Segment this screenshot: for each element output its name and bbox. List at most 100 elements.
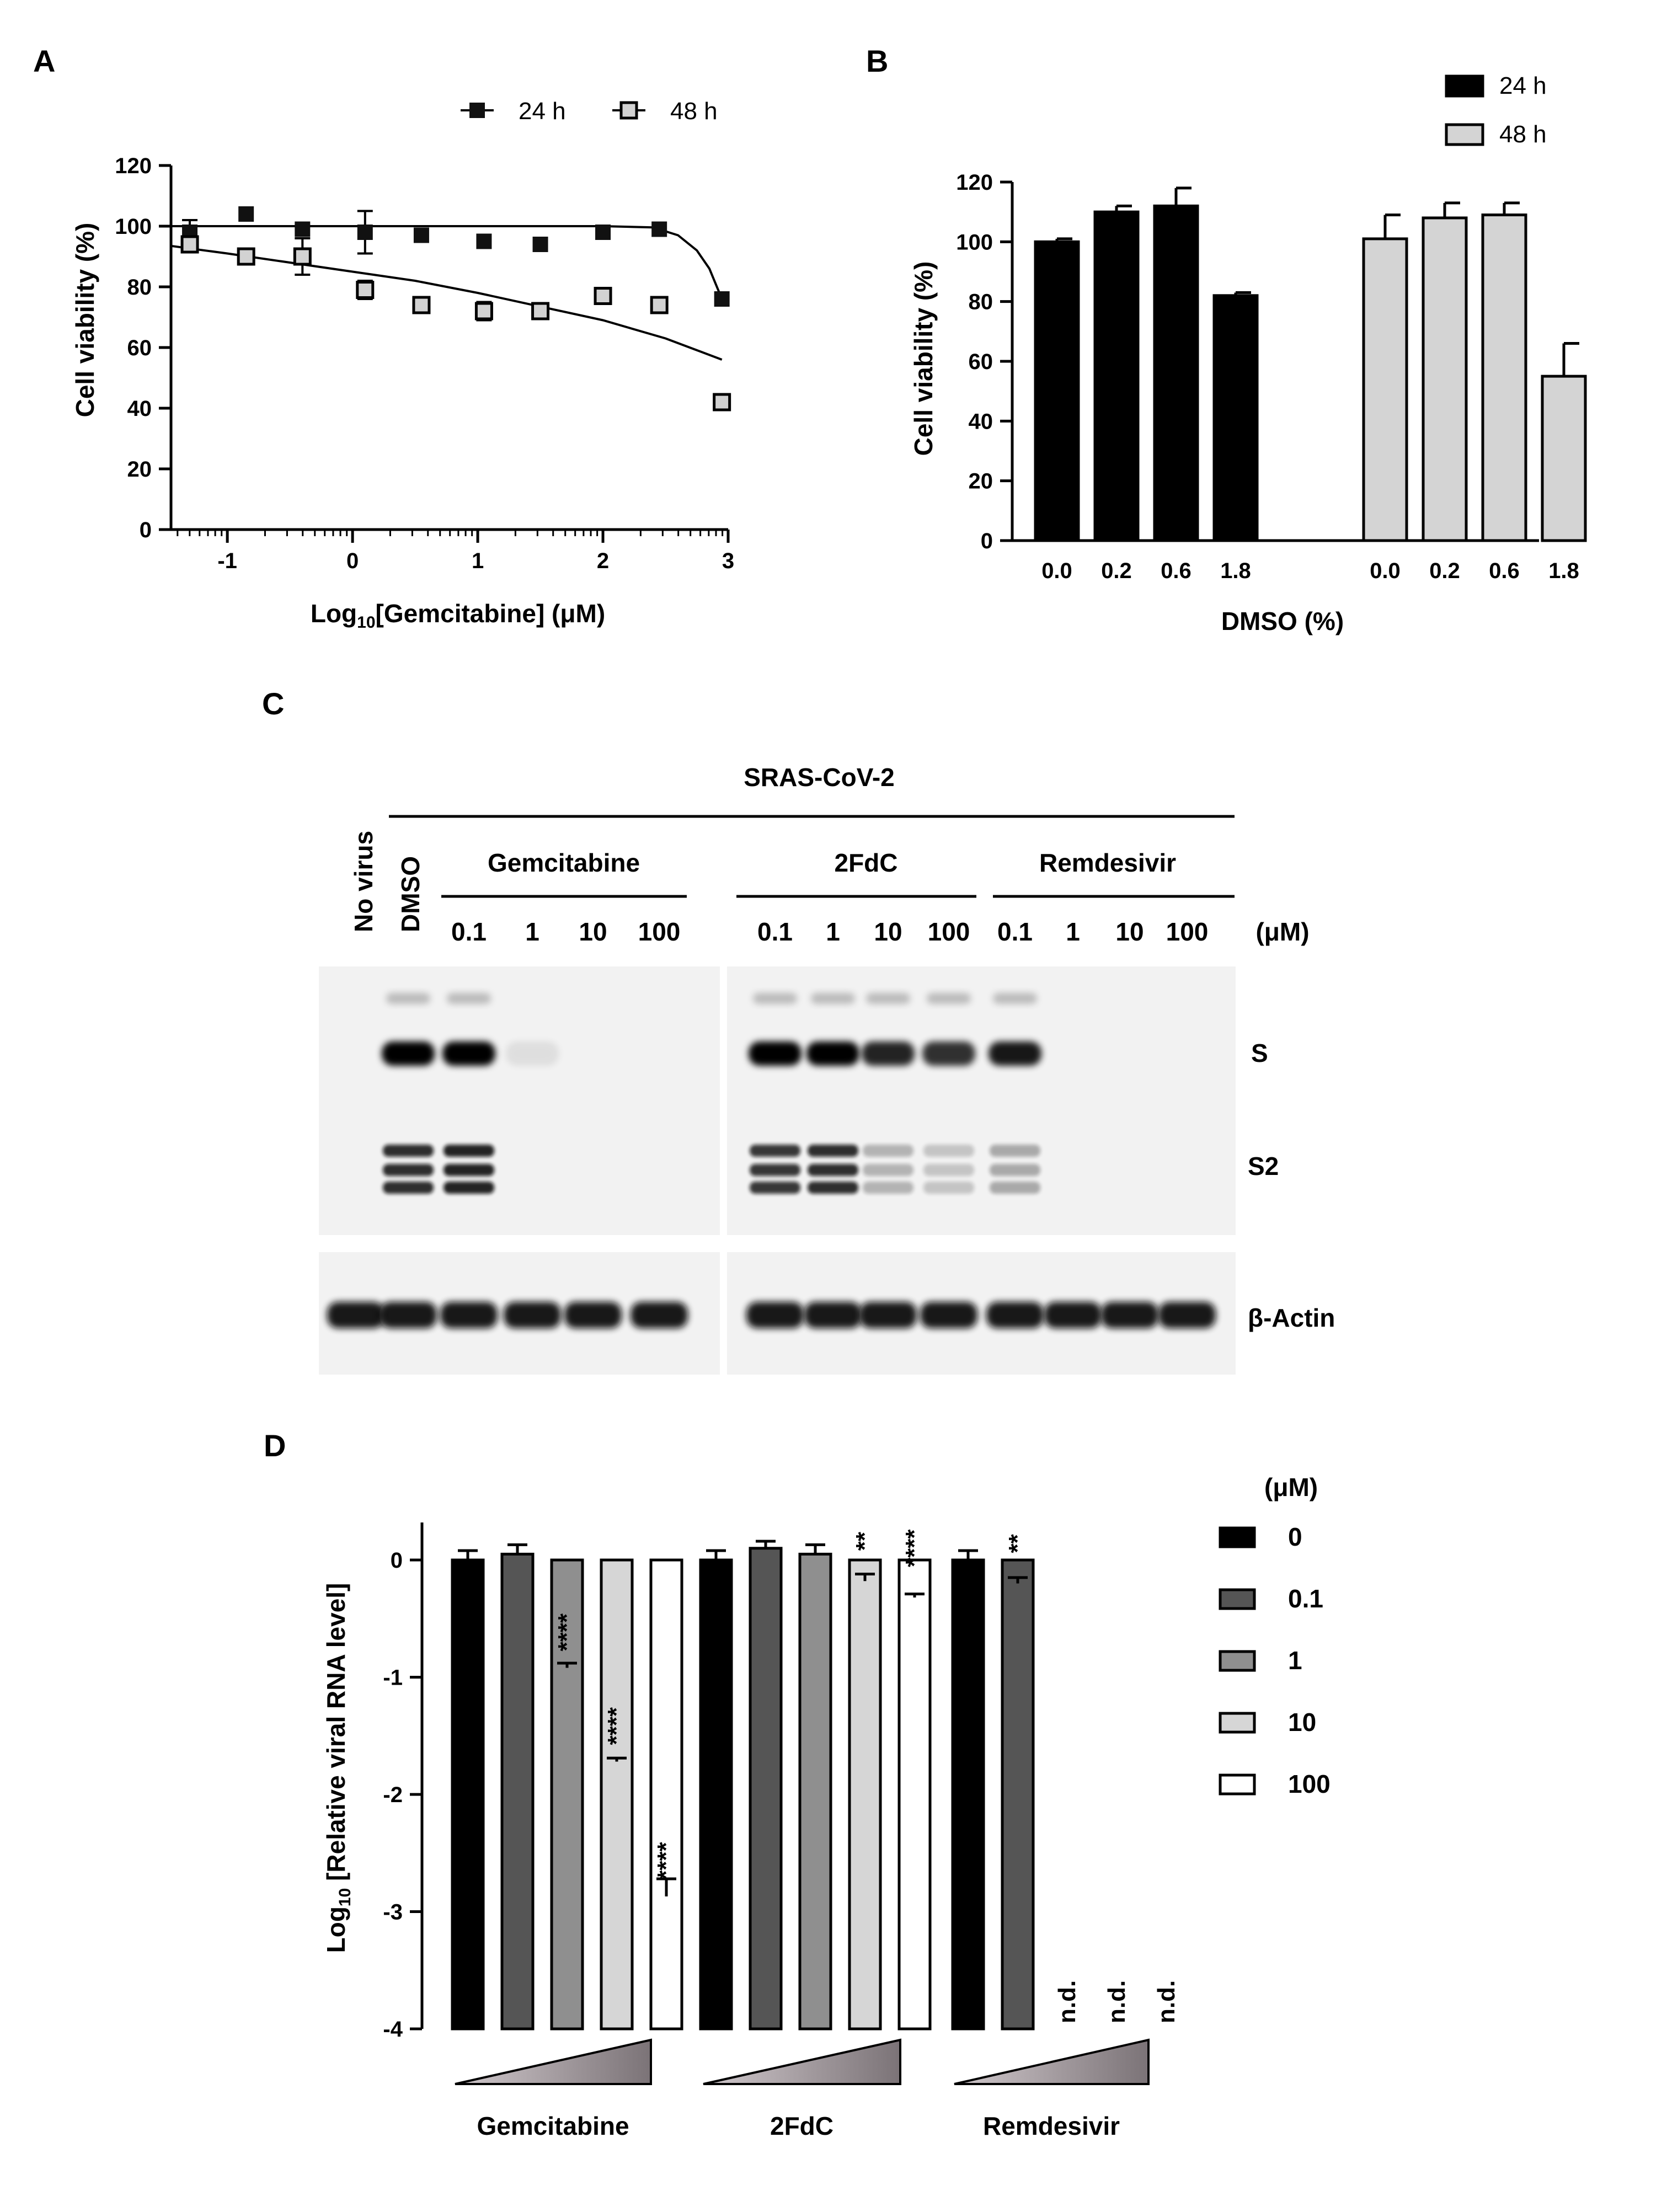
band-s2 bbox=[383, 1164, 434, 1176]
group-label-d: 2FdC bbox=[770, 2112, 834, 2140]
dose-label: 10 bbox=[1115, 917, 1144, 946]
bar-2fdc-10 bbox=[848, 1558, 882, 2031]
dose-label: 1 bbox=[525, 917, 539, 946]
bar-24h bbox=[1153, 204, 1199, 542]
significance-stars: ** bbox=[851, 1531, 878, 1551]
y-tick-label-d: -3 bbox=[383, 1900, 403, 1925]
bar-2fdc-0.1 bbox=[749, 1547, 783, 2031]
dose-label: 0.1 bbox=[451, 917, 487, 946]
data-point-48h bbox=[293, 247, 312, 266]
x-tick-label-b: 0.0 bbox=[1041, 559, 1072, 583]
band-s2 bbox=[808, 1164, 858, 1176]
band-s bbox=[989, 1041, 1041, 1066]
bar-24h bbox=[1034, 240, 1080, 542]
bar-48h bbox=[1362, 237, 1408, 542]
group-label-2fdc: 2FdC bbox=[835, 848, 898, 877]
data-point-24h bbox=[476, 233, 492, 249]
legend-label-b: 48 h bbox=[1499, 121, 1547, 148]
data-point-24h bbox=[238, 206, 254, 222]
significance-stars: **** bbox=[553, 1613, 580, 1651]
blot-bottom bbox=[319, 1252, 1236, 1375]
bar-48h bbox=[1481, 213, 1527, 542]
band-s2 bbox=[863, 1182, 913, 1194]
y-tick-label-a: 100 bbox=[115, 215, 152, 239]
y-tick-label-d: -4 bbox=[383, 2017, 403, 2042]
legend-label-d: 0 bbox=[1288, 1522, 1302, 1551]
y-tick-label-d: 0 bbox=[391, 1548, 403, 1573]
band-s2 bbox=[863, 1164, 913, 1176]
x-tick-label-a: 0 bbox=[346, 549, 359, 573]
not-detected-label: n.d. bbox=[1054, 1980, 1081, 2023]
panel-d: D 0-1-2-3-4 ************** **** **n.d. n.d.… bbox=[264, 1428, 1331, 2140]
dose-ramp bbox=[703, 2038, 901, 2085]
band-s2 bbox=[990, 1182, 1040, 1194]
legend-label-d: 0.1 bbox=[1288, 1584, 1323, 1613]
data-point-24h bbox=[595, 225, 611, 240]
band-actin bbox=[1158, 1302, 1216, 1328]
marks-b bbox=[1034, 186, 1587, 542]
band-s-upper bbox=[927, 993, 971, 1004]
bar-gemcitabine-0.1 bbox=[500, 1552, 535, 2031]
legend-d: (μM) 0 0.1 1 10 100 bbox=[1219, 1473, 1331, 1798]
x-tick-label-b: 0.6 bbox=[1489, 559, 1520, 583]
band-actin bbox=[1101, 1302, 1158, 1328]
y-axis-title-b: Cell viability (%) bbox=[909, 261, 938, 456]
panel-letter-d: D bbox=[264, 1428, 286, 1463]
data-point-48h bbox=[356, 281, 375, 299]
y-tick-label-a: 20 bbox=[127, 457, 152, 482]
legend-swatch-d bbox=[1219, 1526, 1256, 1548]
legend-swatch-d bbox=[1219, 1773, 1256, 1796]
bar-2fdc-1 bbox=[798, 1552, 832, 2031]
band-actin bbox=[986, 1302, 1044, 1328]
band-actin bbox=[804, 1302, 862, 1328]
band-actin bbox=[440, 1302, 498, 1328]
band-s2 bbox=[923, 1145, 974, 1157]
x-tick-label-b: 0.6 bbox=[1161, 559, 1192, 583]
band-label-actin: β-Actin bbox=[1248, 1303, 1335, 1332]
data-point-48h bbox=[180, 235, 199, 254]
x-tick-label-b: 0.2 bbox=[1429, 559, 1460, 583]
data-point-24h bbox=[357, 225, 373, 240]
x-tick-label-a: 1 bbox=[472, 549, 484, 573]
group-label-gemcitabine: Gemcitabine bbox=[488, 848, 640, 877]
blot-membrane-left bbox=[319, 966, 720, 1235]
y-tick-label-b: 80 bbox=[969, 290, 993, 314]
band-s2 bbox=[808, 1182, 858, 1194]
dose-label: 0.1 bbox=[997, 917, 1033, 946]
legend-label-b: 24 h bbox=[1499, 72, 1547, 99]
bar-48h bbox=[1541, 375, 1587, 542]
x-tick-label-b: 1.8 bbox=[1220, 559, 1251, 583]
data-point-48h bbox=[713, 393, 731, 412]
x-tick-label-a: 2 bbox=[597, 549, 609, 573]
dose-label: 1 bbox=[1066, 917, 1080, 946]
band-actin bbox=[380, 1302, 437, 1328]
band-s2 bbox=[383, 1182, 434, 1194]
legend-label-d: 100 bbox=[1288, 1770, 1331, 1798]
band-actin bbox=[1044, 1302, 1102, 1328]
band-s-upper bbox=[993, 993, 1037, 1004]
axes-d: 0 -1 -2 -3 -4 bbox=[383, 1522, 424, 2042]
band-s2 bbox=[750, 1145, 800, 1157]
dose-label: 100 bbox=[638, 917, 681, 946]
dose-label: 1 bbox=[826, 917, 840, 946]
panel-b: B 24 h 48 h 0 20 40 60 80 100 120 0.0 0.2 0.6 1.8 0.… bbox=[866, 44, 1587, 635]
band-actin bbox=[564, 1302, 622, 1328]
y-tick-label-a: 80 bbox=[127, 275, 152, 300]
band-s2 bbox=[750, 1164, 800, 1176]
x-tick-label-b: 0.0 bbox=[1370, 559, 1401, 583]
band-s-upper bbox=[447, 993, 491, 1004]
x-axis-title-a: Log10[Gemcitabine] (μM) bbox=[311, 599, 605, 632]
fit-curve-48h bbox=[170, 244, 723, 361]
bar-remdesivir-0 bbox=[951, 1558, 985, 2031]
y-tick-label-b: 20 bbox=[969, 469, 993, 494]
x-tick-label-b: 1.8 bbox=[1548, 559, 1579, 583]
band-actin bbox=[327, 1302, 384, 1328]
y-tick-label-a: 120 bbox=[115, 154, 152, 178]
band-s-upper bbox=[866, 993, 910, 1004]
data-point-48h bbox=[650, 296, 669, 314]
y-tick-label-a: 0 bbox=[140, 518, 152, 542]
band-s2 bbox=[923, 1164, 974, 1176]
band-s bbox=[806, 1041, 859, 1066]
dose-label: 0.1 bbox=[757, 917, 793, 946]
data-point-24h bbox=[651, 221, 667, 237]
